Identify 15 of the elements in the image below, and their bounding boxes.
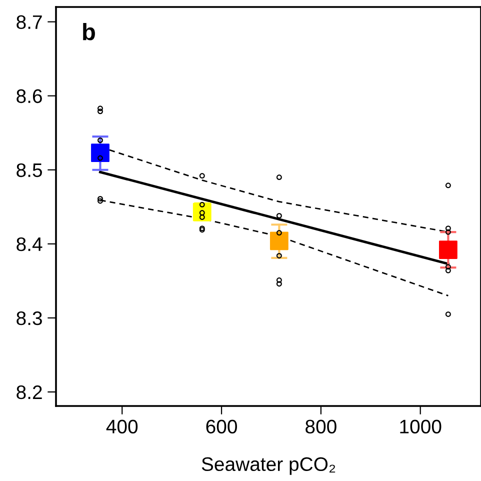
y-tick-label: 8.4 [16,237,42,252]
y-tick-label: 8.2 [16,385,42,400]
x-tick-label: 800 [306,420,336,434]
point [438,240,458,260]
y-tick-label: 8.5 [16,163,42,178]
x-tick-label: 400 [106,420,138,434]
x-tick-label: 1000 [400,420,442,434]
x-axis-title: Seawater pCO₂ [202,457,336,475]
y-tick-label: 8.7 [16,15,42,30]
x-tick-label: 600 [206,420,237,434]
y-tick-label: 8.3 [16,311,42,326]
annotation: b [83,22,95,40]
y-tick-label: 8.6 [16,89,42,104]
point [91,144,110,162]
point [270,232,288,250]
